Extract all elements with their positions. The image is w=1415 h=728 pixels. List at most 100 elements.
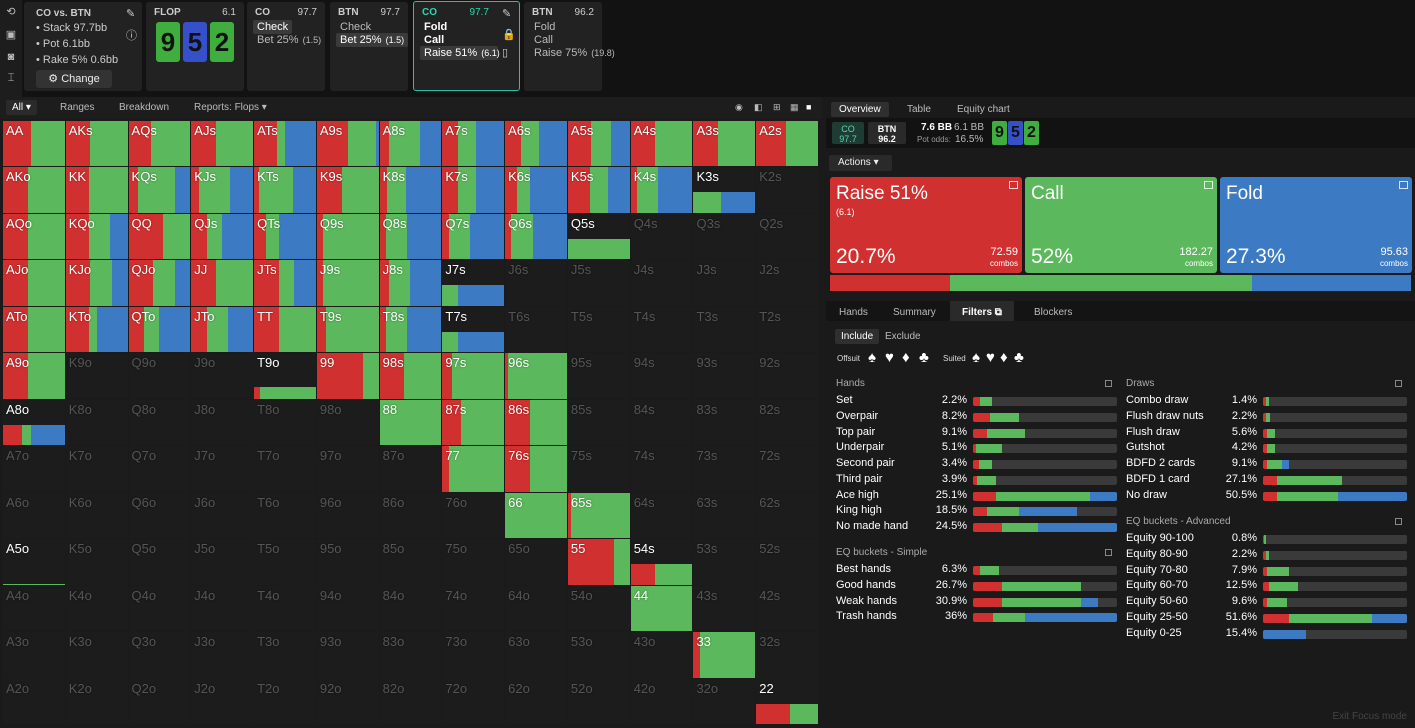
action-card-raise[interactable]: Raise 51% (6.1) 20.7% 72.59 combos — [830, 177, 1022, 273]
hand-cell[interactable]: A6o — [3, 492, 65, 539]
offsuit-suit-icon[interactable]: ♣ — [919, 349, 929, 366]
exit-focus-mode[interactable]: Exit Focus mode — [1332, 711, 1407, 722]
hand-cell[interactable]: TT — [254, 306, 316, 353]
filter-row[interactable]: Gutshot 4.2% — [1126, 441, 1408, 456]
hand-cell[interactable]: T7s — [442, 306, 505, 353]
hand-cell[interactable]: AA — [3, 121, 65, 167]
hand-cell[interactable]: 74o — [442, 585, 505, 632]
action-card-call[interactable]: Call 52% 182.27 combos — [1025, 177, 1217, 273]
hand-cell[interactable]: J4o — [191, 585, 254, 632]
hand-cell[interactable]: J4s — [630, 260, 693, 306]
hand-cell[interactable]: J5s — [567, 260, 630, 306]
hand-cell[interactable]: KQo — [65, 213, 128, 260]
hand-cell[interactable]: A4o — [3, 585, 65, 632]
hand-cell[interactable]: Q4s — [630, 213, 693, 260]
suited-suit-icon[interactable]: ♦ — [1000, 349, 1008, 366]
filter-row[interactable]: Good hands 26.7% — [836, 579, 1118, 594]
action-option[interactable]: Bet 25% (1.5) — [336, 33, 409, 47]
hand-cell[interactable]: KTo — [65, 306, 128, 353]
hand-cell[interactable]: JTo — [191, 306, 254, 353]
refresh-icon[interactable]: ⟲ — [6, 6, 16, 18]
hand-cell[interactable]: 87o — [379, 446, 442, 492]
collapse-icon[interactable] — [1395, 518, 1402, 525]
suited-suit-icon[interactable]: ♣ — [1014, 349, 1024, 366]
hand-cell[interactable]: 64s — [630, 492, 693, 539]
hand-cell[interactable]: A9o — [3, 353, 65, 399]
hand-cell[interactable]: AQo — [3, 213, 65, 260]
hand-cell[interactable]: AKo — [3, 167, 65, 213]
hand-cell[interactable]: 42o — [630, 678, 693, 724]
hand-cell[interactable]: K9o — [65, 353, 128, 399]
filter-row[interactable]: Equity 60-70 12.5% — [1126, 579, 1408, 594]
list-icon[interactable] — [1009, 181, 1018, 189]
hand-cell[interactable]: 33 — [693, 632, 756, 678]
filter-row[interactable]: BDFD 1 card 27.1% — [1126, 473, 1408, 488]
hand-cell[interactable]: T5o — [254, 539, 316, 585]
hand-cell[interactable]: J3o — [191, 632, 254, 678]
hand-cell[interactable]: 63s — [693, 492, 756, 539]
hand-cell[interactable]: K7s — [442, 167, 505, 213]
hand-cell[interactable]: 96s — [505, 353, 567, 399]
action-panel-co[interactable]: CO 97.7 Check Bet 25% (1.5) — [247, 2, 325, 91]
hand-cell[interactable]: AJs — [191, 121, 254, 167]
hand-cell[interactable]: 85o — [379, 539, 442, 585]
hand-cell[interactable]: 85s — [567, 399, 630, 446]
hand-cell[interactable]: T3s — [693, 306, 756, 353]
action-panel-co[interactable]: CO 97.7 Fold Call Raise 51% (6.1) ✎ 🔒 ▯ — [413, 1, 520, 91]
book-icon[interactable]: ▯ — [502, 47, 509, 59]
hand-cell[interactable]: Q9s — [316, 213, 379, 260]
filter-row[interactable]: King high 18.5% — [836, 504, 1118, 519]
hand-cell[interactable]: A8s — [379, 121, 442, 167]
hand-cell[interactable]: T4s — [630, 306, 693, 353]
hand-cell[interactable]: Q4o — [128, 585, 191, 632]
hand-cell[interactable]: K5s — [567, 167, 630, 213]
hand-cell[interactable]: Q9o — [128, 353, 191, 399]
tab-breakdown[interactable]: Breakdown — [119, 102, 170, 113]
hand-cell[interactable]: 53o — [567, 632, 630, 678]
change-button[interactable]: ⚙ Change — [36, 70, 112, 88]
hand-cell[interactable]: AKs — [65, 121, 128, 167]
hand-cell[interactable]: 43o — [630, 632, 693, 678]
hand-cell[interactable]: T5s — [567, 306, 630, 353]
hand-cell[interactable]: K3o — [65, 632, 128, 678]
hand-cell[interactable]: 44 — [630, 585, 693, 632]
hand-cell[interactable]: A8o — [3, 399, 65, 446]
hand-cell[interactable]: T2s — [756, 306, 818, 353]
filter-row[interactable]: Weak hands 30.9% — [836, 595, 1118, 610]
hand-cell[interactable]: T7o — [254, 446, 316, 492]
hand-cell[interactable]: K7o — [65, 446, 128, 492]
hand-cell[interactable]: 75s — [567, 446, 630, 492]
hand-cell[interactable]: T6o — [254, 492, 316, 539]
hand-cell[interactable]: 72o — [442, 678, 505, 724]
hand-cell[interactable]: KK — [65, 167, 128, 213]
hand-cell[interactable]: 52o — [567, 678, 630, 724]
hand-cell[interactable]: A7s — [442, 121, 505, 167]
suited-suit-icon[interactable]: ♠ — [972, 349, 980, 366]
hand-cell[interactable]: A3o — [3, 632, 65, 678]
hand-cell[interactable]: A6s — [505, 121, 567, 167]
hand-cell[interactable]: KQs — [128, 167, 191, 213]
hand-cell[interactable]: T9o — [254, 353, 316, 399]
lock-icon[interactable]: 🔒 — [502, 29, 516, 41]
filter-row[interactable]: Equity 25-50 51.6% — [1126, 611, 1408, 626]
action-panel-btn[interactable]: BTN 97.7 Check Bet 25% (1.5) — [330, 2, 409, 91]
hand-cell[interactable]: Q2s — [756, 213, 818, 260]
offsuit-suit-icon[interactable]: ♦ — [902, 349, 910, 366]
action-option[interactable]: Check — [336, 20, 375, 34]
hand-cell[interactable]: 88 — [379, 399, 442, 446]
view-icon-5[interactable]: ■ — [806, 102, 812, 112]
hand-cell[interactable]: K2o — [65, 678, 128, 724]
hand-cell[interactable]: T8s — [379, 306, 442, 353]
hand-cell[interactable]: 65o — [505, 539, 567, 585]
filter-row[interactable]: Third pair 3.9% — [836, 473, 1118, 488]
filter-row[interactable]: No draw 50.5% — [1126, 489, 1408, 504]
hand-cell[interactable]: 43s — [693, 585, 756, 632]
tab-blockers[interactable]: Blockers — [1034, 307, 1073, 318]
action-option[interactable]: Raise 51% (6.1) — [420, 46, 500, 60]
hand-cell[interactable]: K4s — [630, 167, 693, 213]
hand-cell[interactable]: 55 — [567, 539, 630, 585]
hand-cell[interactable]: K2s — [756, 167, 818, 213]
hand-cell[interactable]: Q3s — [693, 213, 756, 260]
hand-cell[interactable]: 65s — [567, 492, 630, 539]
hand-cell[interactable]: T2o — [254, 678, 316, 724]
